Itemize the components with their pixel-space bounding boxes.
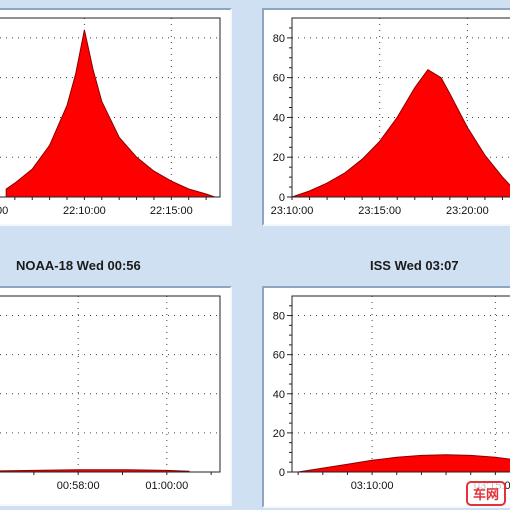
y-tick-label: 60 — [273, 350, 285, 362]
area-series — [5, 29, 215, 198]
chart-panel-top-left: 5:00 22:10:00 22:15:00 — [0, 8, 232, 226]
chart-panel-top-right: 0 20 40 60 80 23:10:00 23:15:00 23:20:00 — [262, 8, 510, 226]
x-tick-label: 22:10:00 — [63, 205, 106, 217]
plot-frame — [0, 295, 221, 473]
plot-frame — [291, 295, 510, 473]
chart-top-right: 0 20 40 60 80 23:10:00 23:15:00 23:20:00 — [271, 17, 510, 217]
x-tick-label: 23:10:00 — [271, 205, 314, 217]
chart-bottom-left: 00:58:00 01:00:00 — [0, 295, 221, 492]
x-tick-label: 00:58:00 — [57, 480, 100, 492]
y-tick-label: 80 — [273, 311, 285, 323]
chart-top-left: 5:00 22:10:00 22:15:00 — [0, 17, 221, 217]
x-tick-label: 03:10:00 — [351, 480, 394, 492]
watermark-logo: 车网 — [465, 481, 506, 506]
y-tick-label: 40 — [273, 112, 285, 124]
y-tick-label: 40 — [273, 389, 285, 401]
chart-title-noaa-18: NOAA-18 Wed 00:56 — [16, 258, 141, 273]
x-tick-label: 23:20:00 — [446, 205, 489, 217]
x-tick-label: 22:15:00 — [150, 205, 193, 217]
y-tick-label: 0 — [279, 192, 285, 204]
y-tick-label: 60 — [273, 73, 285, 85]
chart-title-iss: ISS Wed 03:07 — [370, 258, 459, 273]
area-series — [298, 454, 510, 473]
y-tick-label: 20 — [273, 152, 285, 164]
x-tick-label: 01:00:00 — [145, 480, 188, 492]
area-series — [291, 69, 510, 198]
x-tick-label: 23:15:00 — [358, 205, 401, 217]
chart-panel-bottom-left: 00:58:00 01:00:00 — [0, 286, 232, 506]
y-tick-label: 20 — [273, 428, 285, 440]
y-tick-label: 0 — [279, 467, 285, 479]
y-tick-label: 80 — [273, 33, 285, 45]
plot-frame — [0, 17, 221, 198]
x-tick-label: 5:00 — [0, 205, 8, 217]
